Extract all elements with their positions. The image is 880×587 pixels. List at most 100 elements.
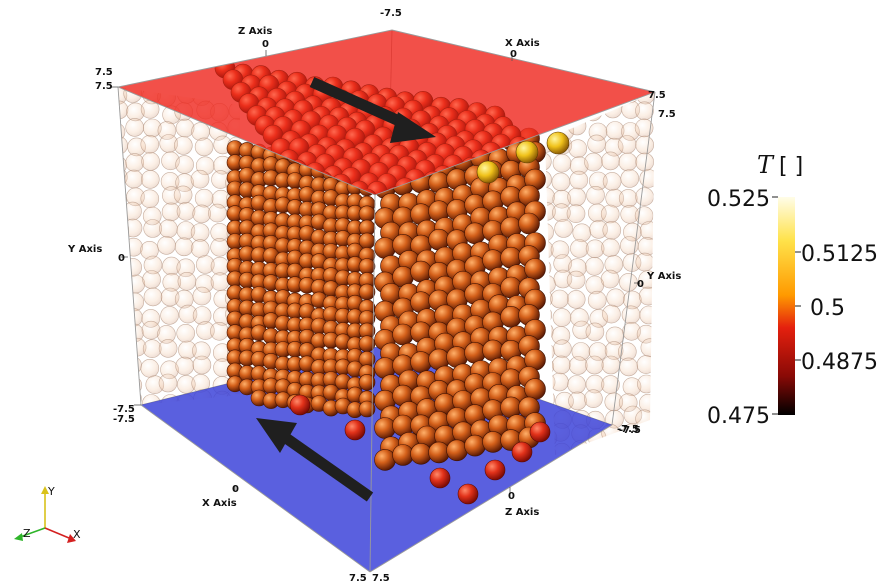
particle-sphere xyxy=(191,122,210,141)
triad-z-arrowhead xyxy=(14,533,23,541)
particle-sphere xyxy=(601,238,620,257)
particle-sphere xyxy=(639,169,655,188)
bottom-left-value-a: -7.5 xyxy=(113,404,135,415)
color-bar-gradient xyxy=(778,197,795,415)
particle-sphere xyxy=(619,273,638,292)
particle-sphere xyxy=(584,152,603,172)
particle-sphere xyxy=(192,286,212,306)
particle-sphere xyxy=(118,201,126,221)
bottom-front-value-b: 7.5 xyxy=(372,573,390,583)
particle-sphere xyxy=(446,439,468,462)
triad-y-label: Y xyxy=(47,485,55,498)
particle-sphere xyxy=(358,205,376,223)
triad-z-label: Z xyxy=(23,527,31,540)
particle-sphere xyxy=(157,236,176,255)
particle-sphere xyxy=(602,304,621,324)
particle-sphere xyxy=(142,270,161,289)
particle-sphere xyxy=(125,292,145,312)
particle-sphere xyxy=(190,169,210,189)
particle-sphere xyxy=(567,375,586,394)
particle-sphere xyxy=(358,283,376,301)
particle-sphere xyxy=(545,222,554,242)
axis-labels: Z Axis 0 -7.5 X Axis 0 7.5 7.5 7.5 7.5 Y… xyxy=(67,8,681,584)
particle-sphere xyxy=(637,237,655,256)
bottom-left-value-b: -7.5 xyxy=(113,414,135,425)
particle-sphere xyxy=(500,305,522,328)
particle-sphere xyxy=(618,189,638,208)
particle-sphere xyxy=(524,258,546,280)
particle-sphere xyxy=(118,275,128,295)
particle-sphere xyxy=(176,202,196,221)
particle-sphere xyxy=(358,373,376,391)
orientation-axes-triad[interactable]: Y Z X xyxy=(14,485,81,543)
particle-sphere xyxy=(141,170,160,189)
particle-sphere xyxy=(635,101,654,121)
particle-sphere xyxy=(174,237,194,257)
particle-sphere xyxy=(392,323,414,346)
particle-sphere xyxy=(621,305,641,325)
particle-sphere xyxy=(457,483,479,505)
particle-sphere xyxy=(484,459,506,481)
particle-sphere xyxy=(194,188,214,208)
particle-sphere xyxy=(192,204,211,224)
particle-sphere xyxy=(141,320,161,340)
particle-sphere xyxy=(118,189,127,209)
color-bar-min: 0.475 xyxy=(707,404,770,429)
particle-sphere xyxy=(620,169,640,188)
particle-sphere xyxy=(175,118,195,138)
bottom-shear-arrow xyxy=(256,418,374,502)
particle-sphere xyxy=(640,338,655,358)
color-bar-title: T xyxy=(757,151,775,179)
particle-sphere xyxy=(194,137,214,157)
bottom-front-value-a: 7.5 xyxy=(349,573,367,583)
particle-sphere xyxy=(618,152,638,172)
particle-sphere xyxy=(289,394,311,416)
particle-sphere xyxy=(635,187,654,206)
particle-sphere xyxy=(141,152,160,171)
particle-sphere xyxy=(175,155,194,174)
particle-sphere xyxy=(140,135,160,154)
particle-sphere xyxy=(176,323,195,343)
particle-sphere xyxy=(464,222,486,245)
particle-sphere xyxy=(551,355,571,375)
particle-sphere xyxy=(118,136,128,155)
top-right-value-b: 7.5 xyxy=(658,109,676,120)
x-axis-top-zero: 0 xyxy=(510,49,517,60)
particle-sphere xyxy=(175,356,194,376)
particle-sphere xyxy=(118,342,126,361)
bottom-right-value-a: -7.5 xyxy=(617,424,639,435)
particle-sphere xyxy=(585,355,604,375)
particle-sphere xyxy=(429,467,451,489)
color-bar-tick-1: 0.5125 xyxy=(801,242,878,267)
particle-sphere xyxy=(586,186,605,205)
particle-sphere xyxy=(208,203,227,223)
particle-sphere xyxy=(124,237,143,257)
y-axis-left-title: Y Axis xyxy=(67,244,102,255)
particle-sphere xyxy=(545,152,552,171)
particle-sphere xyxy=(587,134,606,154)
particle-sphere xyxy=(636,355,655,374)
particle-sphere xyxy=(118,375,126,394)
particle-sphere xyxy=(464,434,486,457)
particle-sphere xyxy=(118,322,128,341)
triad-x-arrowhead xyxy=(67,534,76,543)
particle-sphere xyxy=(173,185,193,205)
particle-sphere xyxy=(566,204,586,223)
particle-sphere xyxy=(118,288,125,308)
particle-sphere xyxy=(602,221,622,240)
particle-sphere xyxy=(588,440,607,455)
top-shear-arrow xyxy=(309,76,436,143)
triad-x-label: X xyxy=(73,528,81,541)
particle-sphere xyxy=(142,339,162,359)
particle-sphere xyxy=(210,321,229,341)
triad-x-axis xyxy=(44,527,70,539)
particle-sphere xyxy=(585,322,605,342)
particle-sphere xyxy=(210,238,229,257)
particle-sphere xyxy=(124,169,144,189)
particle-sphere xyxy=(374,449,396,471)
particle-sphere xyxy=(464,341,486,364)
particle-sphere xyxy=(158,339,178,358)
particle-sphere xyxy=(639,221,655,240)
